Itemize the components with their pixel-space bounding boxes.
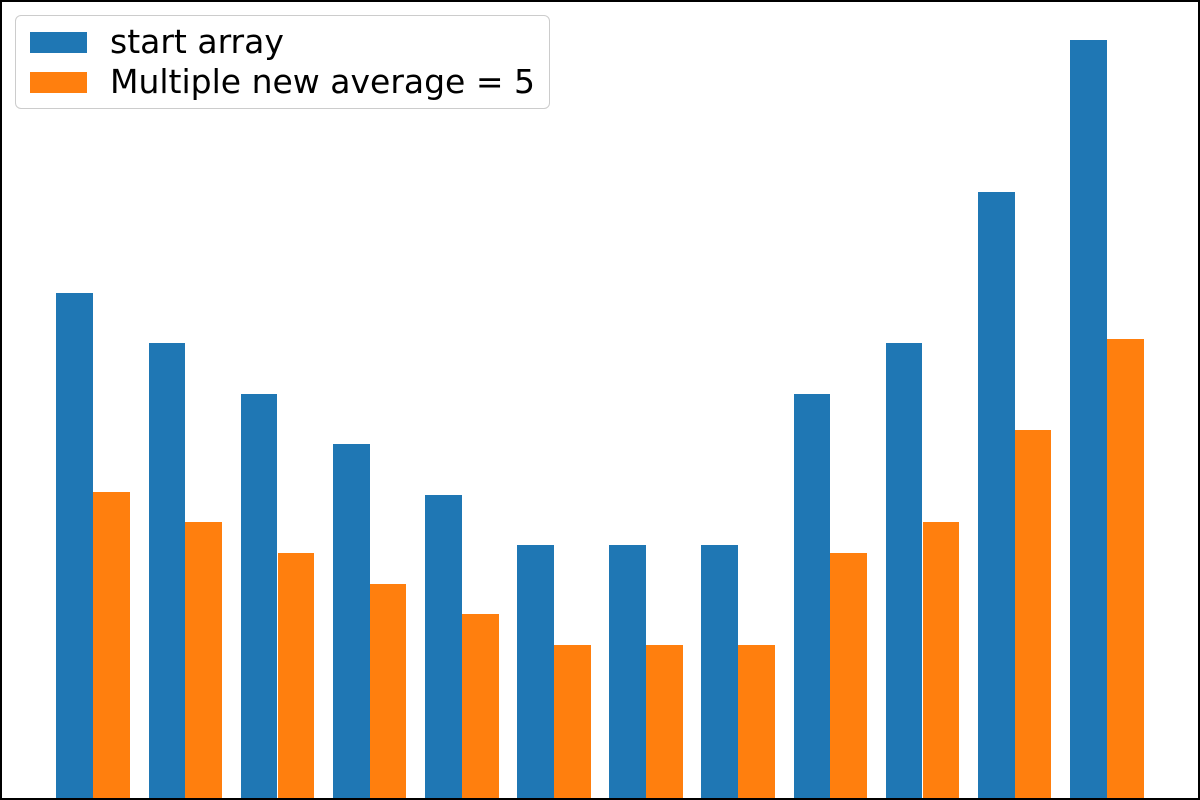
bar-start-array-11 bbox=[977, 191, 1015, 798]
legend-swatch-new-average bbox=[30, 71, 87, 93]
bar-new-average-12 bbox=[1106, 338, 1144, 798]
bar-new-average-6 bbox=[553, 644, 591, 798]
bar-new-average-10 bbox=[922, 522, 960, 798]
bar-new-average-8 bbox=[738, 644, 776, 798]
bar-start-array-2 bbox=[148, 343, 186, 798]
bar-new-average-3 bbox=[277, 553, 315, 798]
bar-new-average-7 bbox=[646, 644, 683, 798]
bar-start-array-7 bbox=[609, 545, 647, 798]
bar-start-array-6 bbox=[517, 545, 554, 798]
bar-new-average-5 bbox=[461, 614, 499, 798]
bar-start-array-3 bbox=[240, 393, 278, 798]
bar-start-array-1 bbox=[56, 292, 94, 798]
bar-new-average-2 bbox=[185, 522, 223, 798]
legend: start array Multiple new average = 5 bbox=[15, 15, 550, 109]
legend-swatch-start-array bbox=[30, 31, 87, 53]
bar-start-array-5 bbox=[424, 494, 462, 798]
bar-new-average-4 bbox=[369, 583, 407, 798]
legend-label-start-array: start array bbox=[110, 22, 284, 61]
bar-start-array-10 bbox=[885, 343, 923, 798]
legend-label-new-average: Multiple new average = 5 bbox=[110, 62, 535, 101]
legend-item-new-average: Multiple new average = 5 bbox=[30, 62, 535, 102]
bar-new-average-11 bbox=[1014, 430, 1052, 798]
bar-new-average-1 bbox=[93, 491, 131, 798]
bar-start-array-12 bbox=[1069, 39, 1107, 798]
legend-item-start-array: start array bbox=[30, 22, 535, 62]
bar-start-array-8 bbox=[701, 545, 739, 798]
bar-start-array-9 bbox=[793, 393, 831, 798]
bar-new-average-9 bbox=[830, 553, 868, 798]
bar-start-array-4 bbox=[332, 444, 370, 798]
